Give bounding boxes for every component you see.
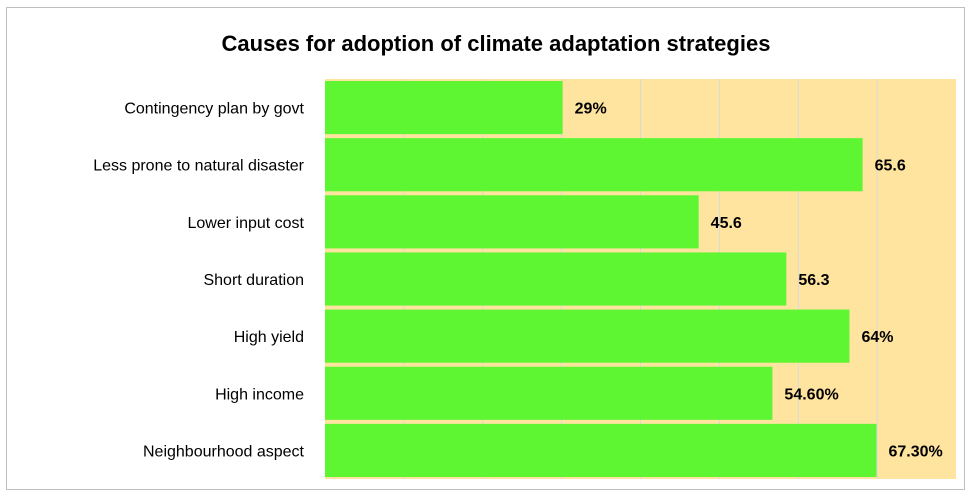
data-label: 29% (575, 101, 607, 118)
data-label: 65.6 (875, 158, 906, 175)
category-label: Lower input cost (187, 215, 304, 232)
category-label: Contingency plan by govt (124, 101, 304, 118)
bar (325, 423, 877, 477)
data-label: 54.60% (784, 386, 838, 403)
category-label: Less prone to natural disaster (93, 158, 304, 175)
category-label: High income (215, 386, 304, 403)
category-label: High yield (234, 329, 304, 346)
data-label: 64% (861, 329, 893, 346)
bar (325, 309, 850, 363)
chart-title: Causes for adoption of climate adaptatio… (222, 31, 771, 56)
bars (325, 81, 877, 477)
category-labels: Contingency plan by govt Less prone to na… (93, 101, 304, 461)
category-label: Short duration (203, 272, 304, 289)
data-label: 45.6 (711, 215, 742, 232)
bar (325, 138, 863, 192)
data-label: 56.3 (798, 272, 829, 289)
data-label: 67.30% (889, 443, 943, 460)
bar (325, 366, 773, 420)
category-label: Neighbourhood aspect (143, 443, 305, 460)
bar (325, 252, 787, 306)
bar (325, 81, 563, 135)
bar (325, 195, 699, 249)
data-labels: 29% 65.6 45.6 56.3 64% 54.60% 67.30% (575, 101, 943, 461)
